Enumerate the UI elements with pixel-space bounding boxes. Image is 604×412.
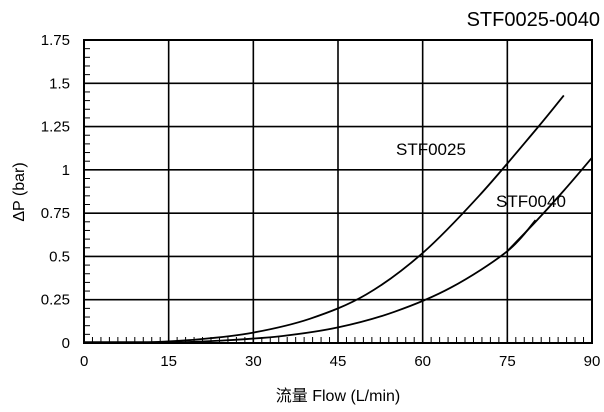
- x-tick-label: 60: [414, 353, 431, 370]
- series-label-stf0040: STF0040: [496, 192, 566, 211]
- y-tick-labels: 0 0.25 0.5 0.75 1 1.25 1.5 1.75: [41, 32, 70, 352]
- x-tick-label: 30: [245, 353, 262, 370]
- plot-frame: [83, 39, 593, 344]
- y-tick-label: 1: [62, 162, 70, 179]
- y-tick-label: 0.75: [41, 205, 70, 222]
- x-tick-label: 90: [584, 353, 601, 370]
- x-tick-labels: 0 15 30 45 60 75 90: [80, 353, 600, 370]
- series-line-extension: [506, 157, 593, 252]
- y-axis-title: ΔP (bar): [11, 162, 28, 221]
- x-tick-label: 15: [160, 353, 177, 370]
- y-tick-label: 1.75: [41, 32, 70, 49]
- y-tick-label: 0.5: [49, 248, 70, 265]
- series-label-stf0025: STF0025: [396, 140, 466, 159]
- x-tick-label: 75: [499, 353, 516, 370]
- y-tick-label: 0.25: [41, 292, 70, 309]
- x-tick-label: 45: [330, 353, 347, 370]
- x-tick-label: 0: [80, 353, 88, 370]
- y-tick-label: 1.25: [41, 119, 70, 136]
- y-tick-label: 0: [62, 335, 70, 352]
- series-line-stf0040: [168, 219, 537, 344]
- series-line-stf0025: [140, 94, 565, 344]
- x-axis-title: 流量 Flow (L/min): [276, 387, 400, 405]
- chart-title: STF0025-0040: [467, 9, 600, 31]
- y-tick-label: 1.5: [49, 75, 70, 92]
- grid: [84, 40, 592, 343]
- series-group: [84, 94, 593, 344]
